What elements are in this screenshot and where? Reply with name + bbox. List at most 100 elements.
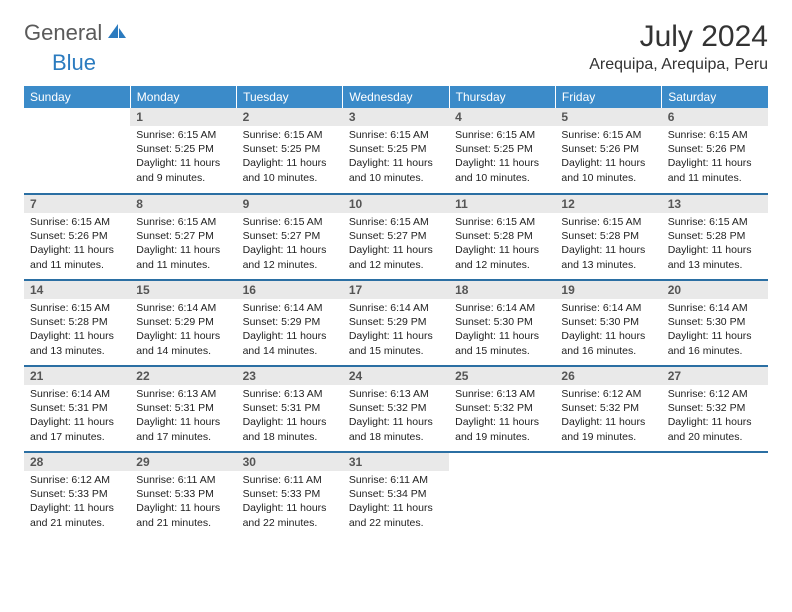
day-number: 29 — [130, 453, 236, 471]
sunset-text: Sunset: 5:25 PM — [455, 142, 549, 156]
sunrise-text: Sunrise: 6:15 AM — [455, 215, 549, 229]
day-number: 2 — [237, 108, 343, 126]
daylight-text: Daylight: 11 hours and 19 minutes. — [561, 415, 655, 443]
sunset-text: Sunset: 5:26 PM — [30, 229, 124, 243]
daylight-text: Daylight: 11 hours and 12 minutes. — [243, 243, 337, 271]
calendar-day-cell: 23Sunrise: 6:13 AMSunset: 5:31 PMDayligh… — [237, 366, 343, 452]
sunrise-text: Sunrise: 6:15 AM — [243, 128, 337, 142]
day-details: Sunrise: 6:15 AMSunset: 5:28 PMDaylight:… — [662, 213, 768, 276]
calendar-day-cell: 15Sunrise: 6:14 AMSunset: 5:29 PMDayligh… — [130, 280, 236, 366]
sunrise-text: Sunrise: 6:15 AM — [349, 215, 443, 229]
sunset-text: Sunset: 5:31 PM — [136, 401, 230, 415]
calendar-day-cell: 14Sunrise: 6:15 AMSunset: 5:28 PMDayligh… — [24, 280, 130, 366]
daylight-text: Daylight: 11 hours and 11 minutes. — [136, 243, 230, 271]
day-number: 5 — [555, 108, 661, 126]
day-details: Sunrise: 6:14 AMSunset: 5:29 PMDaylight:… — [130, 299, 236, 362]
sunset-text: Sunset: 5:30 PM — [561, 315, 655, 329]
calendar-body: 1Sunrise: 6:15 AMSunset: 5:25 PMDaylight… — [24, 108, 768, 538]
day-details: Sunrise: 6:15 AMSunset: 5:27 PMDaylight:… — [343, 213, 449, 276]
calendar-day-cell: 7Sunrise: 6:15 AMSunset: 5:26 PMDaylight… — [24, 194, 130, 280]
day-number: 28 — [24, 453, 130, 471]
daylight-text: Daylight: 11 hours and 13 minutes. — [30, 329, 124, 357]
daylight-text: Daylight: 11 hours and 21 minutes. — [30, 501, 124, 529]
day-number: 9 — [237, 195, 343, 213]
sunrise-text: Sunrise: 6:15 AM — [561, 215, 655, 229]
weekday-header: Thursday — [449, 86, 555, 108]
sunset-text: Sunset: 5:28 PM — [668, 229, 762, 243]
brand-logo: General — [24, 20, 130, 46]
calendar-day-cell: 12Sunrise: 6:15 AMSunset: 5:28 PMDayligh… — [555, 194, 661, 280]
day-details: Sunrise: 6:14 AMSunset: 5:31 PMDaylight:… — [24, 385, 130, 448]
daylight-text: Daylight: 11 hours and 10 minutes. — [243, 156, 337, 184]
daylight-text: Daylight: 11 hours and 14 minutes. — [243, 329, 337, 357]
day-number: 13 — [662, 195, 768, 213]
day-number: 26 — [555, 367, 661, 385]
day-details: Sunrise: 6:13 AMSunset: 5:31 PMDaylight:… — [130, 385, 236, 448]
daylight-text: Daylight: 11 hours and 16 minutes. — [561, 329, 655, 357]
calendar-day-cell: 31Sunrise: 6:11 AMSunset: 5:34 PMDayligh… — [343, 452, 449, 538]
calendar-day-cell — [662, 452, 768, 538]
calendar-header-row: SundayMondayTuesdayWednesdayThursdayFrid… — [24, 86, 768, 108]
sunrise-text: Sunrise: 6:15 AM — [668, 215, 762, 229]
daylight-text: Daylight: 11 hours and 17 minutes. — [136, 415, 230, 443]
calendar-day-cell — [24, 108, 130, 194]
daylight-text: Daylight: 11 hours and 12 minutes. — [349, 243, 443, 271]
day-number: 24 — [343, 367, 449, 385]
day-details: Sunrise: 6:12 AMSunset: 5:33 PMDaylight:… — [24, 471, 130, 534]
day-details: Sunrise: 6:15 AMSunset: 5:25 PMDaylight:… — [237, 126, 343, 189]
weekday-header: Friday — [555, 86, 661, 108]
sunset-text: Sunset: 5:25 PM — [136, 142, 230, 156]
calendar-page: General July 2024 Arequipa, Arequipa, Pe… — [0, 0, 792, 548]
daylight-text: Daylight: 11 hours and 15 minutes. — [455, 329, 549, 357]
calendar-day-cell: 28Sunrise: 6:12 AMSunset: 5:33 PMDayligh… — [24, 452, 130, 538]
day-number: 11 — [449, 195, 555, 213]
daylight-text: Daylight: 11 hours and 10 minutes. — [349, 156, 443, 184]
month-title: July 2024 — [589, 20, 768, 54]
day-number: 6 — [662, 108, 768, 126]
day-details: Sunrise: 6:11 AMSunset: 5:33 PMDaylight:… — [130, 471, 236, 534]
day-number: 30 — [237, 453, 343, 471]
calendar-day-cell: 8Sunrise: 6:15 AMSunset: 5:27 PMDaylight… — [130, 194, 236, 280]
calendar-table: SundayMondayTuesdayWednesdayThursdayFrid… — [24, 86, 768, 538]
sunrise-text: Sunrise: 6:14 AM — [30, 387, 124, 401]
sunset-text: Sunset: 5:32 PM — [561, 401, 655, 415]
daylight-text: Daylight: 11 hours and 10 minutes. — [455, 156, 549, 184]
calendar-day-cell: 17Sunrise: 6:14 AMSunset: 5:29 PMDayligh… — [343, 280, 449, 366]
sunset-text: Sunset: 5:32 PM — [349, 401, 443, 415]
calendar-day-cell: 10Sunrise: 6:15 AMSunset: 5:27 PMDayligh… — [343, 194, 449, 280]
brand-text-general: General — [24, 20, 102, 46]
weekday-header: Tuesday — [237, 86, 343, 108]
day-details: Sunrise: 6:15 AMSunset: 5:28 PMDaylight:… — [449, 213, 555, 276]
daylight-text: Daylight: 11 hours and 15 minutes. — [349, 329, 443, 357]
day-number: 7 — [24, 195, 130, 213]
day-number: 27 — [662, 367, 768, 385]
sunset-text: Sunset: 5:27 PM — [349, 229, 443, 243]
day-number: 23 — [237, 367, 343, 385]
day-details: Sunrise: 6:15 AMSunset: 5:28 PMDaylight:… — [555, 213, 661, 276]
day-details: Sunrise: 6:14 AMSunset: 5:30 PMDaylight:… — [449, 299, 555, 362]
sunset-text: Sunset: 5:33 PM — [30, 487, 124, 501]
sunrise-text: Sunrise: 6:15 AM — [30, 301, 124, 315]
day-number: 18 — [449, 281, 555, 299]
calendar-day-cell — [555, 452, 661, 538]
day-number: 17 — [343, 281, 449, 299]
brand-text-blue: Blue — [52, 50, 96, 75]
calendar-day-cell: 9Sunrise: 6:15 AMSunset: 5:27 PMDaylight… — [237, 194, 343, 280]
day-number: 19 — [555, 281, 661, 299]
day-number: 12 — [555, 195, 661, 213]
day-details: Sunrise: 6:14 AMSunset: 5:30 PMDaylight:… — [555, 299, 661, 362]
calendar-day-cell: 24Sunrise: 6:13 AMSunset: 5:32 PMDayligh… — [343, 366, 449, 452]
calendar-day-cell: 22Sunrise: 6:13 AMSunset: 5:31 PMDayligh… — [130, 366, 236, 452]
day-details: Sunrise: 6:15 AMSunset: 5:26 PMDaylight:… — [24, 213, 130, 276]
calendar-day-cell: 5Sunrise: 6:15 AMSunset: 5:26 PMDaylight… — [555, 108, 661, 194]
day-details: Sunrise: 6:15 AMSunset: 5:25 PMDaylight:… — [130, 126, 236, 189]
sunset-text: Sunset: 5:34 PM — [349, 487, 443, 501]
day-number: 21 — [24, 367, 130, 385]
day-number: 15 — [130, 281, 236, 299]
sunrise-text: Sunrise: 6:14 AM — [561, 301, 655, 315]
day-number: 20 — [662, 281, 768, 299]
day-details: Sunrise: 6:13 AMSunset: 5:32 PMDaylight:… — [343, 385, 449, 448]
sunrise-text: Sunrise: 6:14 AM — [243, 301, 337, 315]
sunrise-text: Sunrise: 6:15 AM — [561, 128, 655, 142]
day-number: 25 — [449, 367, 555, 385]
